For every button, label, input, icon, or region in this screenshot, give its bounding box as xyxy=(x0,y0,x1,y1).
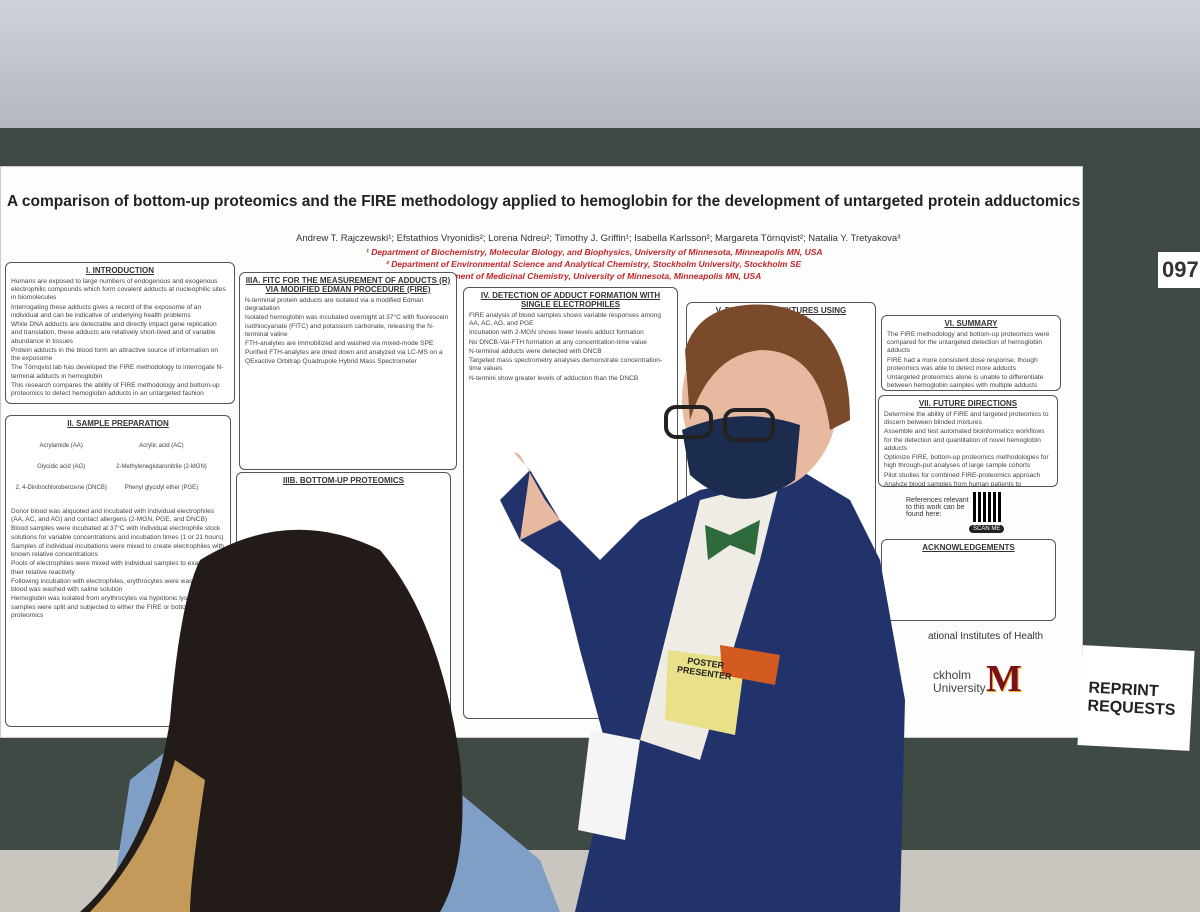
section-heading: ACKNOWLEDGEMENTS xyxy=(922,543,1015,552)
bullet-text: Untargeted proteomics alone is unable to… xyxy=(887,374,1044,390)
bullet-text: The Törnqvist lab has developed the FIRE… xyxy=(11,364,224,380)
chemical-label: Glycidic acid (AG) xyxy=(37,464,86,470)
chemical-label: 2-Methyleneglutaronitrile (2-MGN) xyxy=(116,464,207,470)
floor xyxy=(0,850,1200,912)
bullet-text: Following incubation with electrophiles,… xyxy=(11,577,217,594)
affiliation: ² Department of Environmental Science an… xyxy=(386,259,802,269)
affiliation: ³ Department of Medicinal Chemistry, Uni… xyxy=(421,271,762,281)
section: I. INTRODUCTION Humans are exposed to lar… xyxy=(5,262,235,404)
affiliation: ¹ Department of Biochemistry, Molecular … xyxy=(366,247,823,257)
logo: ckholm University xyxy=(933,668,986,696)
section: VI. SUMMARY The FIRE methodology and bott… xyxy=(881,315,1061,391)
section: ACKNOWLEDGEMENTS xyxy=(881,539,1056,621)
bullet-text: Isolated hemoglobin was incubated overni… xyxy=(245,314,449,338)
section-heading: IV. DETECTION OF ADDUCT FORMATION WITH S… xyxy=(480,291,661,309)
bullet-text: Pilot studies for combined FIRE-proteomi… xyxy=(884,471,1041,479)
bullet-text: Assemble and test automated bioinformati… xyxy=(884,428,1045,452)
section: V. DISCERNING MIXTURES USING PROTEOMICS xyxy=(686,302,876,684)
section: IV. DETECTION OF ADDUCT FORMATION WITH S… xyxy=(463,287,678,719)
bullet-text: Analyze blood samples from human patient… xyxy=(884,480,1022,487)
bullet-text: Interrogating these adducts gives a reco… xyxy=(11,303,202,319)
qr-label: SCAN ME xyxy=(969,525,1005,533)
bullet-text: Purified FTH-analytes are dried down and… xyxy=(245,349,443,365)
bullet-text: FTH-analytes are immobilized and washed … xyxy=(245,340,434,348)
bullet-text: FIRE had a more consistent dose response… xyxy=(887,356,1038,372)
bullet-text: N-terminal adducts were detected with DN… xyxy=(469,347,602,355)
section-heading: IIIB. BOTTOM-UP PROTEOMICS xyxy=(282,476,405,485)
qr-code xyxy=(973,492,1003,522)
chemical-label: Acrylic acid (AC) xyxy=(139,443,184,449)
bullet-text: N-termini show greater levels of adducti… xyxy=(469,374,639,382)
bullet-text: Hemoglobin was isolated from erythrocyte… xyxy=(11,595,211,619)
chemical-label: Phenyl glycidyl ether (PGE) xyxy=(124,485,199,491)
bullet-text: Pools of electrophiles were mixed with i… xyxy=(11,560,213,576)
reprint-sign: REPRINT REQUESTS xyxy=(1077,645,1195,751)
bullet-text: No DNCB-Val-FTH formation at any concent… xyxy=(469,338,647,346)
poster: A comparison of bottom-up proteomics and… xyxy=(0,166,1083,738)
bullet-text: Incubation with 2-MGN shows lower levels… xyxy=(469,329,644,337)
section-heading: IIIA. FITC FOR THE MEASUREMENT OF ADDUCT… xyxy=(245,276,451,294)
bullet-text: Samples of individual incubations were m… xyxy=(11,542,224,559)
section: IIIB. BOTTOM-UP PROTEOMICS xyxy=(236,472,451,717)
bullet-text: N-terminal protein adducts are isolated … xyxy=(245,297,424,313)
bullet-text: Optimize FIRE, bottom-up proteomics meth… xyxy=(884,454,1049,470)
bullet-text: Targeted mass spectrometry analyses demo… xyxy=(469,357,663,373)
bullet-text: Humans are exposed to large numbers of e… xyxy=(11,278,226,302)
bullet-text: This research compares the ability of FI… xyxy=(11,381,220,398)
section-heading: I. INTRODUCTION xyxy=(86,266,154,275)
booth-number: 097 xyxy=(1158,252,1200,288)
bullet-text: Protein adducts in the blood form an att… xyxy=(11,346,219,363)
logo: ational Institutes of Health xyxy=(928,631,1044,642)
poster-title: A comparison of bottom-up proteomics and… xyxy=(7,193,1081,210)
bullet-text: FIRE analysis of blood samples shows var… xyxy=(469,312,662,328)
references: References relevant to this work can be … xyxy=(906,497,969,518)
section-heading: VII. FUTURE DIRECTIONS xyxy=(918,399,1018,408)
section-heading: II. SAMPLE PREPARATION xyxy=(67,419,169,428)
section: IIIA. FITC FOR THE MEASUREMENT OF ADDUCT… xyxy=(239,272,457,470)
bullet-text: Blood samples were incubated at 37°C wit… xyxy=(11,525,224,541)
chemical-label: Acrylamide (AA) xyxy=(39,443,83,449)
section: II. SAMPLE PREPARATION Acrylamide (AA) Acr… xyxy=(5,415,231,727)
section-heading: VI. SUMMARY xyxy=(944,319,998,328)
logo: M xyxy=(986,658,1022,700)
section: VII. FUTURE DIRECTIONS Determine the abil… xyxy=(878,395,1058,487)
chemical-label: 2, 4-Dinitrochlorobenzene (DNCB) xyxy=(15,485,107,491)
bullet-text: Determine the ability of FIRE and target… xyxy=(884,411,1049,427)
bullet-text: The FIRE methodology and bottom-up prote… xyxy=(887,331,1050,355)
bullet-text: Donor blood was aliquoted and incubated … xyxy=(11,508,215,524)
bullet-text: While DNA adducts are detectable and dir… xyxy=(11,321,217,345)
authors: Andrew T. Rajczewski¹; Efstathios Vryoni… xyxy=(296,233,901,244)
spacer xyxy=(11,494,225,508)
section-heading: V. DISCERNING MIXTURES USING PROTEOMICS xyxy=(715,306,847,324)
